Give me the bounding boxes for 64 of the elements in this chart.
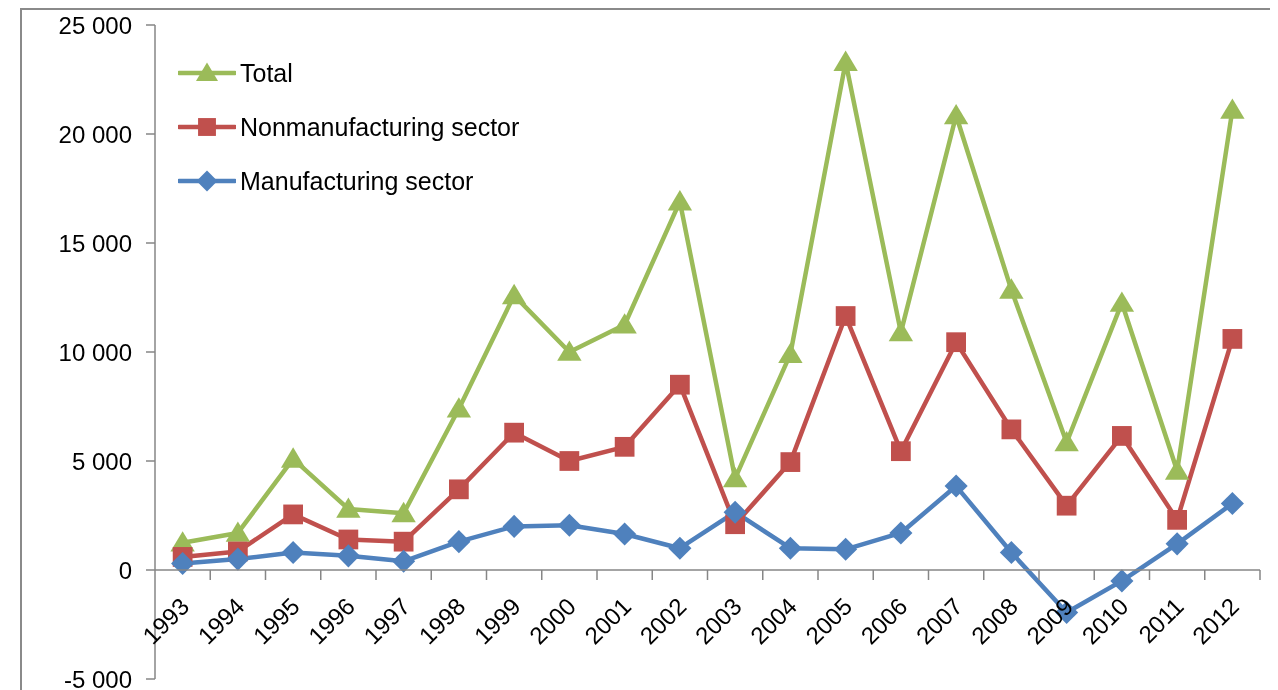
point xyxy=(336,497,361,518)
y-tick-label: 20 000 xyxy=(58,120,132,148)
point xyxy=(835,306,856,326)
point xyxy=(888,320,914,342)
point xyxy=(502,514,526,538)
point xyxy=(1165,532,1189,556)
point xyxy=(281,541,305,565)
point xyxy=(446,397,472,418)
legend-label: Manufacturing sector xyxy=(240,166,474,196)
point xyxy=(557,513,581,537)
point xyxy=(778,536,802,560)
legend-label: Total xyxy=(240,58,293,88)
point xyxy=(891,441,911,462)
point xyxy=(449,479,469,500)
point xyxy=(946,332,966,353)
point xyxy=(1001,419,1022,440)
point xyxy=(225,521,251,542)
point xyxy=(668,536,692,560)
point xyxy=(1056,495,1077,516)
point xyxy=(999,278,1024,299)
point xyxy=(889,521,913,545)
point xyxy=(780,452,801,472)
point xyxy=(1164,459,1190,480)
y-tick-label: 25 000 xyxy=(58,11,132,39)
y-tick-label: 0 xyxy=(118,556,132,584)
point xyxy=(834,537,858,561)
point xyxy=(1222,329,1243,349)
point xyxy=(722,466,748,488)
y-tick-label: 10 000 xyxy=(58,338,132,366)
point xyxy=(667,190,693,211)
point xyxy=(778,342,803,363)
point xyxy=(1220,491,1244,516)
point xyxy=(1054,430,1079,452)
point xyxy=(501,283,527,305)
point xyxy=(943,103,969,125)
point xyxy=(944,474,968,498)
point xyxy=(1167,509,1187,530)
point xyxy=(226,547,250,571)
y-tick-label: -5 000 xyxy=(63,665,132,690)
point xyxy=(283,504,303,525)
point xyxy=(1220,98,1245,119)
legend-label: Nonmanufacturing sector xyxy=(240,112,520,142)
point xyxy=(559,451,580,471)
point xyxy=(171,551,195,576)
point xyxy=(391,501,416,523)
point xyxy=(336,544,360,568)
point xyxy=(723,500,747,524)
point xyxy=(447,530,471,554)
point xyxy=(670,374,690,395)
point xyxy=(614,436,635,457)
point xyxy=(280,447,306,468)
y-tick-label: 15 000 xyxy=(58,229,132,257)
point xyxy=(613,522,637,546)
point xyxy=(1110,569,1134,593)
point xyxy=(557,340,582,361)
point xyxy=(999,541,1023,565)
point xyxy=(612,313,637,334)
y-tick-label: 5 000 xyxy=(71,447,132,475)
point xyxy=(833,50,858,71)
point xyxy=(392,549,416,573)
point xyxy=(1112,426,1132,446)
point xyxy=(393,531,414,552)
point xyxy=(1109,291,1135,312)
point xyxy=(504,422,524,443)
